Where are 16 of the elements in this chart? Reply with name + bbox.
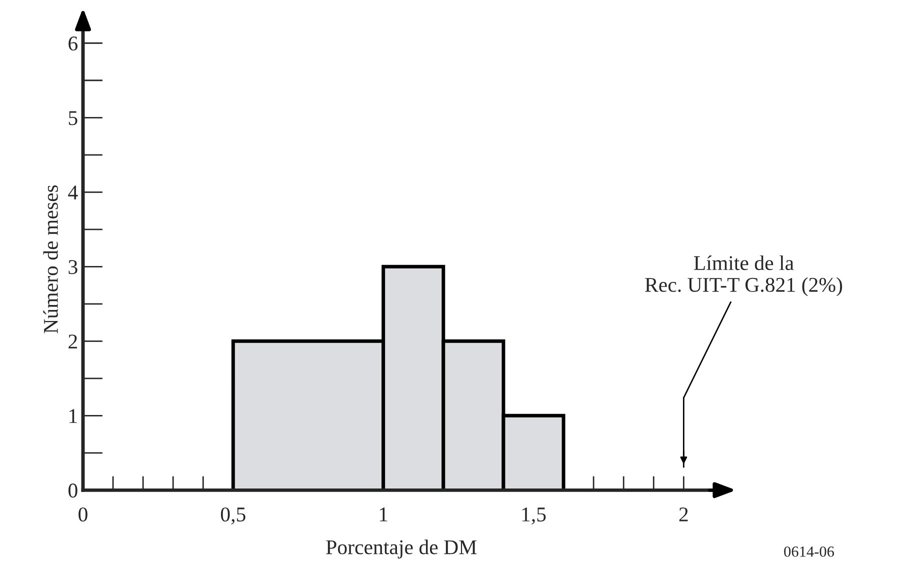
x-axis-title: Porcentaje de DM <box>326 540 477 559</box>
y-tick-label: 5 <box>68 111 78 126</box>
x-tick-label: 1 <box>380 508 388 522</box>
text: 0614-06 <box>784 546 834 557</box>
y-axis-title: Número de meses <box>43 185 58 334</box>
y-tick-label: 3 <box>68 260 78 274</box>
x-tick-label: 2 <box>679 508 688 522</box>
y-tick-label: 0 <box>68 484 78 498</box>
ref-line-label: Límite de la Rec. UIT-T G.821 (2%) <box>645 255 842 296</box>
x-tick-label: 0 <box>78 507 88 522</box>
y-tick-label: 6 <box>68 36 78 51</box>
x-tick-label: 0,5 <box>220 507 246 524</box>
y-tick-label: 4 <box>68 186 78 200</box>
y-tick-label: 1 <box>70 409 77 423</box>
x-tick-label: 1,5 <box>522 508 546 524</box>
y-tick-label: 2 <box>68 334 77 348</box>
